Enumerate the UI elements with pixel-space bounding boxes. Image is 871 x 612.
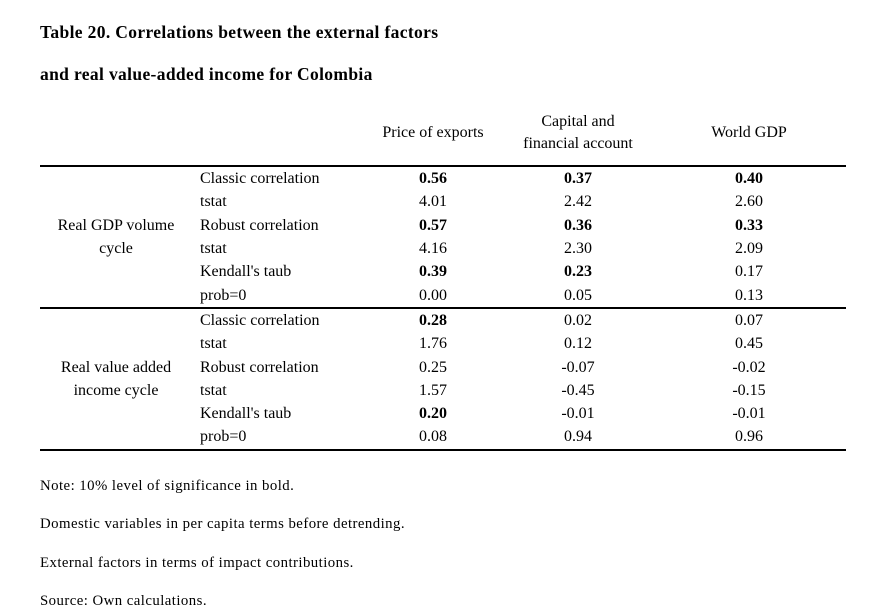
stat-label: Kendall's taub [200, 263, 292, 281]
value-cell: 4.01 [419, 193, 447, 211]
table-row: tstat 4.16 2.30 2.09 [40, 237, 846, 260]
value-cell: 0.25 [419, 358, 447, 376]
table-row: tstat 1.57 -0.45 -0.15 [40, 379, 846, 402]
stat-label: prob=0 [200, 428, 247, 446]
column-header-text: Capital and [541, 113, 615, 130]
value-cell: 0.36 [564, 216, 592, 234]
correlation-table: Price of exports Capital and financial a… [40, 111, 846, 451]
group-label-text: Real GDP volume [57, 216, 175, 234]
stat-label: prob=0 [200, 286, 247, 304]
column-header-text: financial account [523, 134, 633, 152]
value-cell: 0.40 [735, 170, 763, 188]
value-cell: 1.57 [419, 381, 447, 399]
table-row: tstat 1.76 0.12 0.45 [40, 332, 846, 355]
value-cell: 0.39 [419, 263, 447, 281]
value-cell: 2.60 [735, 193, 763, 211]
value-cell: 2.30 [564, 240, 592, 258]
table-row: tstat 4.01 2.42 2.60 [40, 190, 846, 213]
table-row: Kendall's taub 0.39 0.23 0.17 [40, 260, 846, 283]
value-cell: 0.23 [564, 263, 592, 281]
column-header-capital-financial-account: Capital and financial account [504, 111, 652, 166]
group-label-text: Real value added [60, 358, 172, 376]
value-cell: 0.12 [564, 335, 592, 353]
table-row: prob=0 0.00 0.05 0.13 [40, 284, 846, 308]
group-label: Real value added income cycle [40, 308, 198, 450]
value-cell: 4.16 [419, 240, 447, 258]
stat-label: Classic correlation [200, 311, 320, 329]
value-cell: -0.45 [561, 381, 595, 399]
table-row: Kendall's taub 0.20 -0.01 -0.01 [40, 402, 846, 425]
group-label-text: income cycle [73, 381, 159, 399]
column-header-world-gdp: World GDP [652, 111, 846, 166]
table-title-line-1: Table 20. Correlations between the exter… [40, 22, 439, 42]
table-notes: Note: 10% level of significance in bold.… [40, 478, 847, 611]
value-cell: 0.20 [419, 405, 447, 423]
value-cell: 0.37 [564, 170, 592, 188]
value-cell: 0.08 [419, 428, 447, 446]
stat-label: Classic correlation [200, 170, 320, 188]
stat-label: Kendall's taub [200, 405, 292, 423]
note-domestic-variables: Domestic variables in per capita terms b… [40, 516, 406, 533]
value-cell: 2.42 [564, 193, 592, 211]
value-cell: 0.57 [419, 216, 447, 234]
value-cell: 1.76 [419, 335, 447, 353]
table-header: Price of exports Capital and financial a… [40, 111, 846, 167]
header-row: Price of exports Capital and financial a… [40, 111, 846, 166]
value-cell: -0.15 [732, 381, 766, 399]
value-cell: -0.07 [561, 358, 595, 376]
value-cell: 0.28 [419, 311, 447, 329]
stat-label: Robust correlation [200, 358, 319, 376]
table-row: Robust correlation 0.57 0.36 0.33 [40, 214, 846, 237]
column-header-price-of-exports: Price of exports [362, 111, 504, 166]
value-cell: -0.02 [732, 358, 766, 376]
value-cell: 0.56 [419, 170, 447, 188]
value-cell: 0.13 [735, 286, 763, 304]
header-spacer-stat [198, 111, 362, 166]
column-header-text: World GDP [711, 123, 787, 141]
group-real-value-added-income-cycle: Real value added income cycle Classic co… [40, 308, 846, 450]
value-cell: 0.96 [735, 428, 763, 446]
value-cell: 0.02 [564, 311, 592, 329]
header-spacer-group [40, 111, 198, 166]
value-cell: -0.01 [732, 405, 766, 423]
stat-label: tstat [200, 193, 227, 211]
table-row: Real value added income cycle Classic co… [40, 308, 846, 399]
source-line: Source: Own calculations. [40, 593, 207, 610]
group-real-gdp-volume-cycle: Real GDP volume cycle Classic correlatio… [40, 166, 846, 308]
table-row: Robust correlation 0.25 -0.07 -0.02 [40, 356, 846, 379]
note-external-factors: External factors in terms of impact cont… [40, 554, 354, 571]
value-cell: 0.00 [419, 286, 447, 304]
value-cell: 0.45 [735, 335, 763, 353]
value-cell: 0.05 [564, 286, 592, 304]
stat-label: Robust correlation [200, 216, 319, 234]
stat-label: tstat [200, 335, 227, 353]
value-cell: 2.09 [735, 240, 763, 258]
column-header-text: Price of exports [382, 123, 484, 141]
value-cell: 0.33 [735, 216, 763, 234]
table-title-line-2: and real value-added income for Colombia [40, 64, 373, 84]
group-label-text: cycle [99, 240, 133, 258]
stat-label: tstat [200, 240, 227, 258]
value-cell: -0.01 [561, 405, 595, 423]
value-cell: 0.94 [564, 428, 592, 446]
note-significance: Note: 10% level of significance in bold. [40, 477, 295, 494]
value-cell: 0.07 [735, 311, 763, 329]
table-row: prob=0 0.08 0.94 0.96 [40, 425, 846, 449]
value-cell: 0.17 [735, 263, 763, 281]
table-row: Real GDP volume cycle Classic correlatio… [40, 166, 846, 257]
group-label: Real GDP volume cycle [40, 166, 198, 308]
stat-label: tstat [200, 381, 227, 399]
